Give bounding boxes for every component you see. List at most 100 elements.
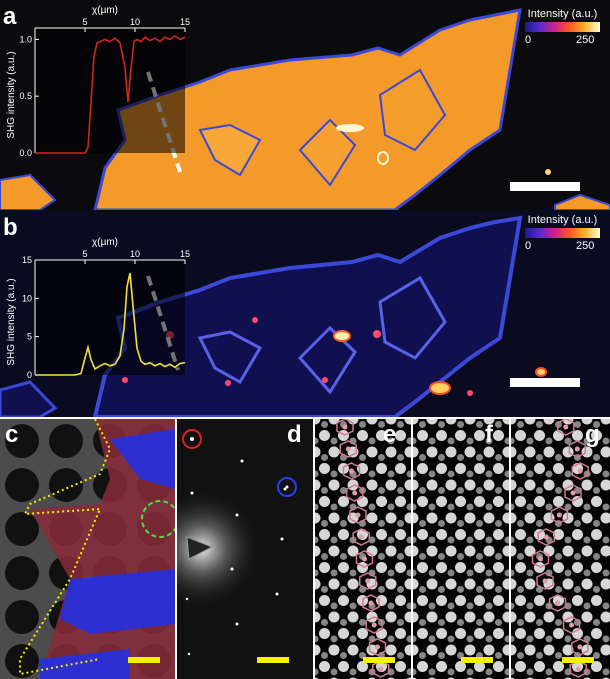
crystal-grain-b2 <box>297 325 357 395</box>
panel-e-image <box>315 419 411 679</box>
series-line-0 <box>35 35 186 154</box>
atom <box>524 578 536 590</box>
atom <box>338 595 349 606</box>
pink-hexagon <box>571 638 589 656</box>
atom <box>349 635 357 643</box>
atom <box>600 545 610 557</box>
plot-b-content: 5 10 15 0 5 10 15 <box>22 249 190 380</box>
atom <box>426 545 438 557</box>
atom <box>315 668 319 676</box>
atom <box>483 446 495 458</box>
atom <box>517 420 524 428</box>
scale-bar-c <box>128 657 160 663</box>
colorbar-a: Intensity (a.u.) 0 250 <box>520 8 605 48</box>
pink-hexagon <box>342 462 361 480</box>
atom <box>413 635 417 643</box>
atom <box>438 618 445 626</box>
atom <box>328 479 340 491</box>
atom <box>485 668 493 676</box>
atom <box>474 661 485 672</box>
atom <box>321 552 328 560</box>
atom <box>447 503 455 511</box>
atom <box>524 644 536 656</box>
atom <box>493 463 504 474</box>
atom <box>485 536 493 544</box>
atom <box>413 446 419 458</box>
atom <box>395 430 406 441</box>
atom <box>515 529 526 540</box>
atom <box>328 611 340 623</box>
atom <box>464 512 476 524</box>
boundary-dotted <box>19 419 112 676</box>
atom <box>436 628 447 639</box>
atom <box>526 437 534 445</box>
atom <box>378 453 385 461</box>
hot-spot-b8 <box>225 380 231 386</box>
atom <box>387 437 395 445</box>
plot-a-content: 5 10 15 0.0 0.5 1.0 <box>19 17 190 158</box>
atom <box>493 562 504 573</box>
panel-f-image <box>413 419 509 679</box>
atom <box>338 529 349 540</box>
atom <box>385 512 397 524</box>
atom <box>328 512 340 524</box>
crystal-grain-a1 <box>198 123 262 177</box>
y-tick-label: 5 <box>27 332 32 342</box>
atom <box>455 562 466 573</box>
atom <box>406 602 411 610</box>
atom <box>357 661 368 672</box>
hot-spot-b6 <box>429 381 451 395</box>
atom <box>419 453 426 461</box>
atom <box>493 430 504 441</box>
atom <box>321 519 328 527</box>
atom <box>553 496 564 507</box>
atom <box>426 578 438 590</box>
atom <box>417 595 428 606</box>
atom <box>340 552 347 560</box>
atom <box>466 536 474 544</box>
atom <box>328 446 340 458</box>
atom <box>504 437 509 445</box>
atom <box>387 635 395 643</box>
atom <box>600 512 610 524</box>
atom <box>378 420 385 428</box>
atom <box>581 545 593 557</box>
atom <box>515 595 526 606</box>
atom <box>483 545 495 557</box>
atom <box>476 519 483 527</box>
atom <box>517 552 524 560</box>
atom <box>368 503 376 511</box>
atom <box>419 486 426 494</box>
atom <box>397 552 404 560</box>
pink-atom <box>542 578 548 584</box>
atom <box>349 569 357 577</box>
colorbar-a-gradient <box>525 22 600 32</box>
atom <box>347 611 359 623</box>
y-tick-label: 0 <box>27 370 32 380</box>
atom <box>464 578 476 590</box>
colorbar-b-min: 0 <box>525 240 532 252</box>
atom <box>330 668 338 676</box>
atom <box>330 569 338 577</box>
atom <box>315 536 319 544</box>
atom <box>545 503 553 511</box>
atom <box>534 463 545 474</box>
atom <box>385 545 397 557</box>
panel-label-d: d <box>287 421 302 448</box>
atom <box>504 668 509 676</box>
atom <box>515 430 526 441</box>
atom <box>483 512 495 524</box>
atom <box>495 453 502 461</box>
atom <box>511 644 517 656</box>
atom <box>593 618 600 626</box>
region-blue-2 <box>60 569 175 634</box>
pink-atom <box>577 644 583 650</box>
atom <box>511 668 515 676</box>
atom <box>534 430 545 441</box>
panel-b: 5 10 15 0 5 10 15 χ(μm) SHG intensity (a.u.) I… <box>0 210 610 417</box>
atom <box>387 503 395 511</box>
atom <box>445 644 457 656</box>
atom <box>438 651 445 659</box>
atom <box>395 661 406 672</box>
atom <box>602 470 610 478</box>
